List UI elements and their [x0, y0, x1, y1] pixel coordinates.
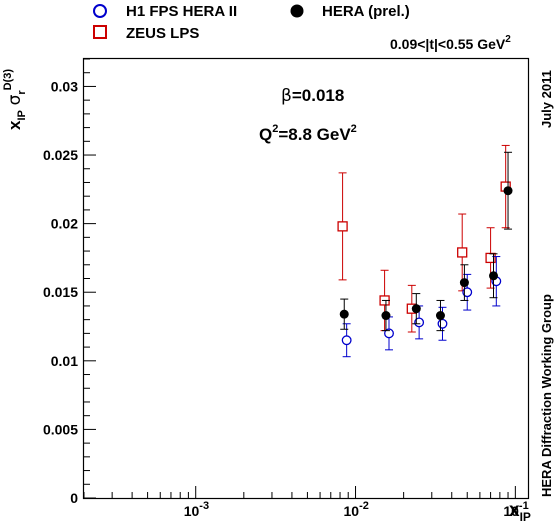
- legend-item-zeus: ZEUS LPS: [93, 25, 199, 42]
- y-tick-label: 0.02: [51, 216, 78, 232]
- filled-circle-marker: [435, 311, 445, 321]
- series-open-square: [337, 144, 511, 333]
- beta-label: β=0.018: [281, 86, 344, 106]
- filled-circle-marker: [339, 309, 349, 319]
- legend-label-hera: HERA (prel.): [322, 3, 410, 20]
- open-circle-icon: [93, 4, 107, 18]
- x-axis-title: xIP: [509, 500, 531, 524]
- data-point: [459, 264, 469, 301]
- open-square-marker: [457, 247, 468, 258]
- t-range-label: 0.09<|t|<0.55 GeV2: [390, 34, 511, 52]
- legend-item-h1: H1 FPS HERA II: [93, 3, 237, 20]
- y-tick-label: 0.01: [51, 353, 78, 369]
- y-tick-label: 0.03: [51, 78, 78, 94]
- data-points: [337, 144, 513, 358]
- date-label: July 2011: [539, 70, 554, 128]
- data-point: [337, 172, 348, 281]
- legend-label-zeus: ZEUS LPS: [126, 25, 199, 42]
- y-tick-label: 0.015: [43, 284, 78, 300]
- data-point: [341, 323, 352, 358]
- y-tick-label: 0: [70, 490, 78, 506]
- data-point: [462, 273, 473, 311]
- data-point: [503, 151, 513, 230]
- series-filled-circle: [339, 151, 513, 332]
- data-point: [411, 293, 421, 325]
- filled-circle-icon: [290, 4, 304, 18]
- open-square-marker: [337, 221, 348, 232]
- data-point: [381, 299, 391, 332]
- filled-circle-marker: [489, 271, 499, 281]
- data-point: [435, 299, 445, 332]
- open-square-icon: [93, 25, 107, 39]
- data-point: [339, 298, 349, 330]
- axes: 0 0.005 0.01 0.015 0.02 0.025 0.03 10-3 10-2 10-1: [43, 58, 529, 519]
- legend-item-hera: HERA (prel.): [290, 3, 410, 20]
- filled-circle-marker: [459, 278, 469, 288]
- group-label: HERA Diffraction Working Group: [539, 294, 554, 497]
- y-tick-label: 0.005: [43, 421, 78, 437]
- legend-label-h1: H1 FPS HERA II: [126, 3, 237, 20]
- x-tick-label: 10-2: [344, 500, 369, 519]
- x-tick-label: 10-1: [503, 500, 528, 519]
- y-axis-title: xIP σrD(3): [2, 69, 28, 130]
- data-point: [489, 253, 499, 299]
- q2-label: Q2=8.8 GeV2: [259, 123, 357, 144]
- open-circle-marker: [341, 335, 352, 346]
- legend: H1 FPS HERA II HERA (prel.) ZEUS LPS: [93, 3, 410, 42]
- filled-circle-marker: [411, 304, 421, 314]
- filled-circle-marker: [381, 311, 391, 321]
- plot-frame: [82, 57, 530, 500]
- y-tick-label: 0.025: [43, 147, 78, 163]
- x-tick-label: 10-3: [184, 500, 209, 519]
- open-circle-marker: [437, 318, 448, 329]
- filled-circle-marker: [503, 186, 513, 196]
- open-circle-marker: [462, 287, 473, 298]
- open-circle-marker: [384, 328, 394, 339]
- series-open-circle: [341, 256, 502, 358]
- open-circle-marker: [414, 317, 425, 328]
